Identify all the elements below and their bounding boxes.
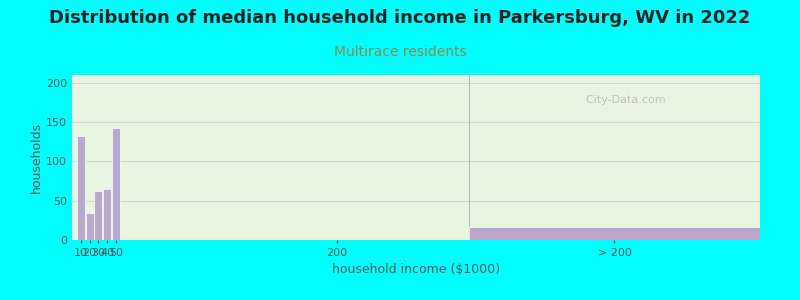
Bar [77,136,85,240]
Bar [103,189,111,240]
X-axis label: household income ($1000): household income ($1000) [332,263,500,276]
Text: Multirace residents: Multirace residents [334,45,466,59]
Bar [86,212,94,240]
Y-axis label: households: households [30,122,43,193]
Text: City-Data.com: City-Data.com [579,95,666,105]
Bar [94,190,102,240]
Bar [112,128,120,240]
Bar [469,226,760,240]
Text: Distribution of median household income in Parkersburg, WV in 2022: Distribution of median household income … [50,9,750,27]
